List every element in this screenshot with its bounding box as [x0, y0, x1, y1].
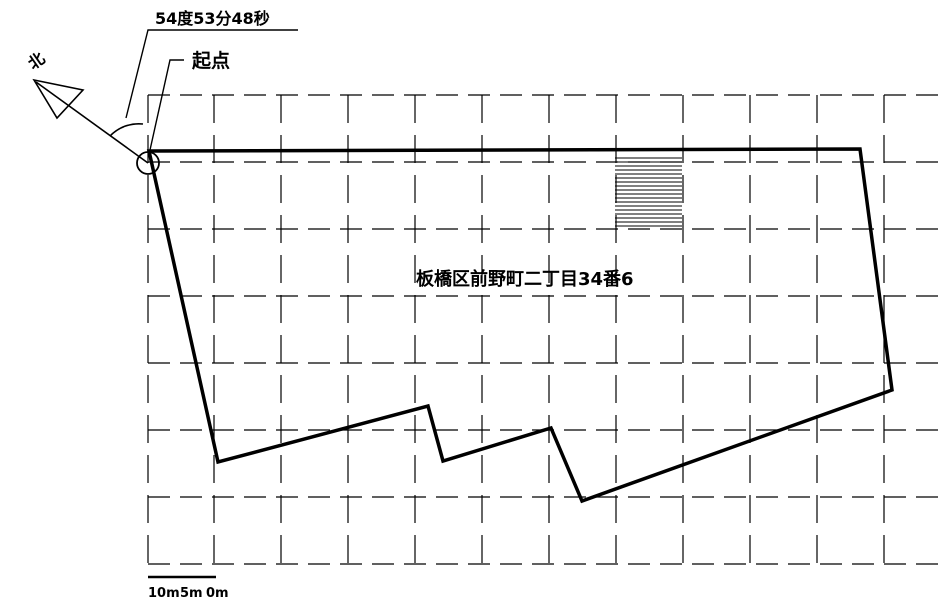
origin-leader-line: [149, 59, 184, 151]
grid-horizontal-lines: [148, 94, 942, 565]
scale-label-0m: 0m: [206, 586, 229, 601]
hatched-area: [615, 157, 682, 227]
angle-leader-line: [125, 29, 298, 119]
north-arrow-icon: [32, 78, 149, 164]
scale-label-10m: 10m: [148, 586, 180, 601]
grid-vertical-lines: [147, 95, 885, 565]
angle-label: 54度53分48秒: [155, 9, 270, 28]
angle-arc: [109, 122, 144, 137]
north-label: 北: [24, 49, 48, 74]
parcel-boundary: [146, 147, 894, 504]
origin-marker: [136, 151, 160, 175]
scale-label-5m: 5m: [180, 586, 203, 601]
origin-label: 起点: [191, 50, 230, 72]
parcel-label: 板橋区前野町二丁目34番6: [416, 268, 634, 290]
